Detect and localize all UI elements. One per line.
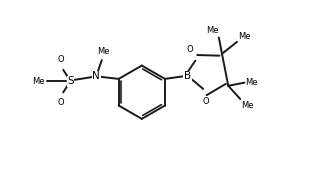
Text: N: N: [92, 71, 100, 81]
Text: Me: Me: [241, 102, 253, 110]
Text: Me: Me: [238, 32, 251, 41]
Text: Me: Me: [32, 77, 44, 86]
Text: O: O: [58, 55, 64, 64]
Text: Me: Me: [206, 26, 218, 35]
Text: O: O: [202, 97, 209, 106]
Text: Me: Me: [245, 78, 258, 87]
Text: O: O: [186, 45, 193, 54]
Text: O: O: [58, 98, 64, 107]
Text: S: S: [67, 76, 74, 86]
Text: Me: Me: [97, 47, 110, 56]
Text: B: B: [184, 71, 191, 81]
